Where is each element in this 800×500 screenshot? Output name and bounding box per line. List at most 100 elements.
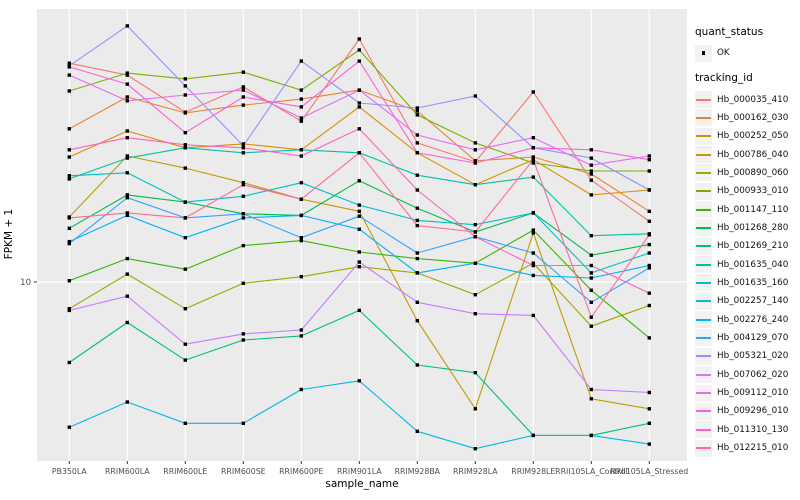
data-point [299,105,303,109]
legend-label: OK [717,48,730,59]
data-point [473,159,477,163]
data-point [67,148,71,152]
data-point [589,387,593,392]
data-point [473,141,477,145]
data-point [241,95,245,99]
data-point [415,113,419,117]
data-point [415,223,419,228]
data-point [67,89,71,93]
data-point [589,156,593,160]
legend-item: Hb_000252_050 [695,127,799,145]
data-point [415,106,419,110]
data-point [183,146,187,150]
x-tick-label: RRIM928LA [453,467,498,476]
data-point [531,146,535,150]
data-point [415,173,419,177]
legend-line-swatch [695,311,712,329]
data-point [415,151,419,155]
data-point [473,312,477,316]
legend-label: Hb_007062_020 [717,369,789,380]
data-point [473,407,477,411]
data-point [589,263,593,268]
data-point [589,234,593,238]
data-point [647,154,651,158]
data-point [647,209,651,213]
data-point [125,193,129,197]
data-point [647,188,651,192]
data-point [183,421,187,425]
legend-title-quant-status: quant_status [695,26,764,38]
data-point [299,387,303,392]
data-point [183,77,187,81]
x-tick-label: RRIM600PE [279,467,323,476]
data-point [589,169,593,173]
legend-line-swatch [695,201,712,219]
legend-label: Hb_000252_050 [717,131,789,142]
legend-item: Hb_012215_010 [695,439,799,457]
data-point [299,148,303,152]
legend-item: Hb_001635_040 [695,255,799,274]
data-point [125,82,129,86]
data-point [299,236,303,240]
data-point [589,324,593,328]
data-point [241,146,245,150]
data-point [67,177,71,181]
data-point [241,281,245,285]
data-point [589,315,593,319]
data-point [357,209,361,213]
legend-label: Hb_009296_010 [717,406,789,417]
data-point [357,265,361,269]
data-point [299,238,303,243]
legend-label: Hb_002257_140 [717,296,789,307]
data-point [299,328,303,332]
data-point [67,216,71,220]
data-point [299,181,303,185]
data-point [531,155,535,159]
x-tick-label: RRIM901LA [337,467,382,476]
data-point [473,183,477,187]
data-point [299,119,303,123]
data-point [589,271,593,275]
legend-item: Hb_000035_410 [695,90,799,109]
data-point [357,127,361,131]
data-point [357,59,361,63]
data-point [67,65,71,69]
data-point [473,235,477,239]
data-point [357,308,361,313]
data-point [589,276,593,280]
legend-item: Hb_001147_110 [695,200,799,219]
data-point [299,88,303,92]
legend-label: Hb_000786_040 [717,149,789,160]
legend-line-swatch [695,256,712,274]
data-point [531,261,535,265]
legend-items: Hb_000035_410 Hb_000162_030 Hb_000252_050 H… [695,90,799,457]
plot-panel [37,9,687,461]
data-point [183,84,187,88]
data-point [241,181,245,185]
data-point [531,273,535,278]
data-point [125,136,129,140]
legend-label: Hb_000933_010 [717,186,789,197]
data-point [531,175,535,179]
data-point [531,251,535,255]
legend-label: Hb_000035_410 [717,94,789,105]
data-point [125,320,129,325]
data-point [125,272,129,276]
data-point [589,163,593,167]
legend-item: Hb_011310_130 [695,421,799,439]
data-point [125,99,129,103]
x-tick-label: RRIM600LE [163,467,207,476]
data-point [125,400,129,404]
data-point [647,233,651,237]
legend-item: Hb_000162_030 [695,109,799,127]
data-point [531,136,535,140]
legend-item-ok: OK [695,44,799,62]
legend-line-swatch [695,109,712,127]
legend-item: Hb_001269_210 [695,237,799,255]
data-point [357,227,361,231]
data-point [357,260,361,264]
data-point [647,442,651,446]
x-tick-label: RRIM600LA [105,467,150,476]
data-point [241,183,245,187]
legend-item: Hb_009112_010 [695,384,799,402]
